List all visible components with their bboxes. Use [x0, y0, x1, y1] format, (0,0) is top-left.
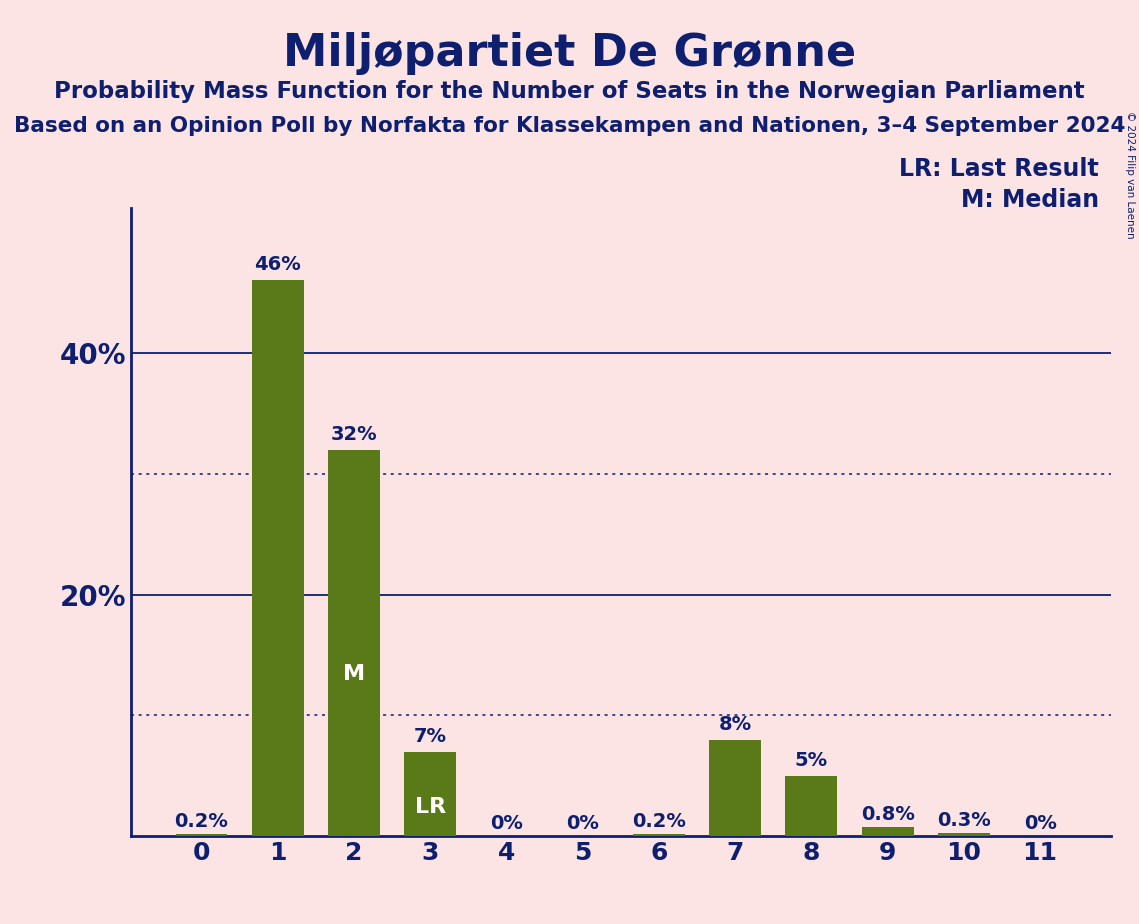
Text: 0%: 0%	[490, 814, 523, 833]
Text: Miljøpartiet De Grønne: Miljøpartiet De Grønne	[282, 32, 857, 76]
Text: M: M	[343, 663, 364, 684]
Text: 5%: 5%	[795, 751, 828, 770]
Text: 0%: 0%	[1024, 814, 1057, 833]
Bar	[710, 739, 761, 836]
Text: 0.2%: 0.2%	[174, 812, 228, 831]
Text: M: Median: M: Median	[961, 188, 1099, 213]
Bar	[862, 827, 913, 836]
Text: © 2024 Filip van Laenen: © 2024 Filip van Laenen	[1125, 111, 1134, 238]
Text: 7%: 7%	[413, 726, 446, 746]
Bar	[404, 751, 456, 836]
Bar	[786, 776, 837, 836]
Bar	[175, 833, 228, 836]
Bar	[937, 833, 990, 836]
Text: LR: LR	[415, 796, 445, 817]
Text: 0.3%: 0.3%	[937, 810, 991, 830]
Text: LR: Last Result: LR: Last Result	[900, 157, 1099, 181]
Bar	[633, 833, 685, 836]
Text: 0.2%: 0.2%	[632, 812, 686, 831]
Text: 8%: 8%	[719, 714, 752, 734]
Bar	[328, 450, 379, 836]
Text: 0.8%: 0.8%	[861, 805, 915, 823]
Text: 46%: 46%	[254, 255, 301, 274]
Text: 32%: 32%	[330, 424, 377, 444]
Text: 0%: 0%	[566, 814, 599, 833]
Bar	[252, 280, 304, 836]
Text: Based on an Opinion Poll by Norfakta for Klassekampen and Nationen, 3–4 Septembe: Based on an Opinion Poll by Norfakta for…	[14, 116, 1125, 136]
Text: Probability Mass Function for the Number of Seats in the Norwegian Parliament: Probability Mass Function for the Number…	[55, 80, 1084, 103]
